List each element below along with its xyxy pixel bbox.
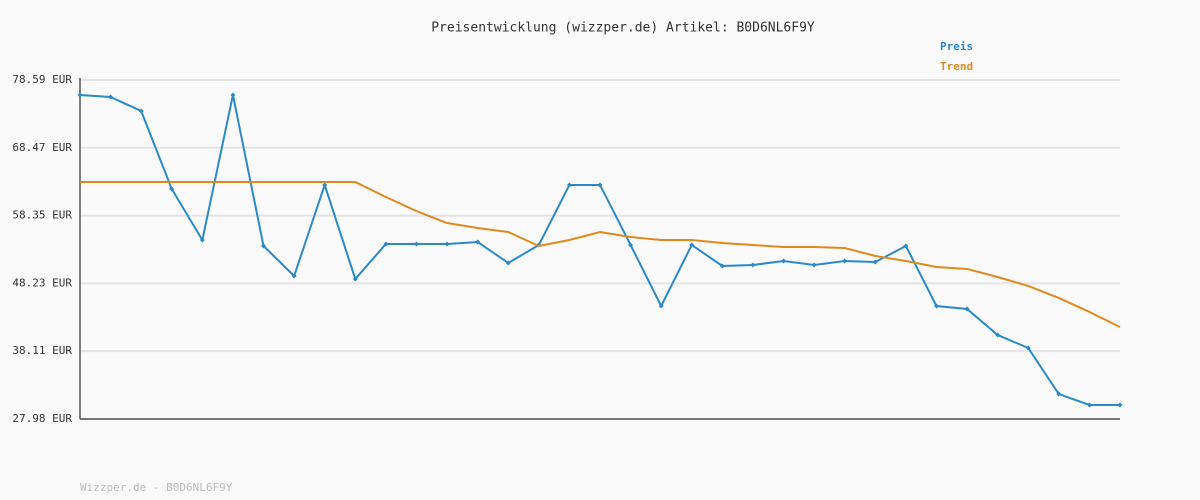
point-marker	[138, 108, 144, 114]
point-marker	[505, 260, 511, 266]
y-tick-label: 48.23 EUR	[12, 276, 72, 289]
y-tick-label: 27.98 EUR	[12, 412, 72, 425]
series-line	[79, 94, 1120, 407]
point-marker	[658, 303, 664, 309]
point-marker	[199, 237, 205, 243]
point-marker	[475, 239, 481, 245]
point-marker	[444, 241, 450, 247]
point-marker	[628, 242, 634, 248]
point-marker	[811, 262, 817, 268]
series-line	[80, 181, 1121, 328]
point-marker	[230, 92, 236, 98]
point-marker	[842, 258, 848, 264]
footer: Wizzper.de - B0D6NL6F9Y	[80, 481, 233, 494]
point-marker	[108, 94, 114, 100]
point-marker	[1117, 402, 1123, 408]
point-marker	[169, 186, 175, 192]
legend-label: Trend	[940, 60, 973, 73]
point-marker	[261, 243, 267, 249]
point-marker	[597, 182, 603, 188]
point-marker	[566, 182, 572, 188]
legend-label: Preis	[940, 40, 973, 53]
point-marker	[750, 262, 756, 268]
point-marker	[1025, 345, 1031, 351]
point-marker	[964, 306, 970, 312]
point-marker	[1086, 402, 1092, 408]
point-marker	[781, 258, 787, 264]
point-marker	[383, 241, 389, 247]
point-marker	[872, 259, 878, 265]
point-marker	[413, 241, 419, 247]
y-tick-label: 78.59 EUR	[12, 73, 72, 86]
y-tick-label: 68.47 EUR	[12, 141, 72, 154]
chart-title: Preisentwicklung (wizzper.de) Artikel: B…	[431, 21, 815, 36]
y-tick-label: 38.11 EUR	[12, 344, 72, 357]
point-marker	[77, 92, 83, 98]
point-marker	[995, 332, 1001, 338]
point-marker	[719, 263, 725, 269]
point-marker	[903, 243, 909, 249]
point-marker	[352, 276, 358, 282]
point-marker	[291, 273, 297, 279]
y-tick-label: 58.35 EUR	[12, 209, 72, 222]
point-marker	[933, 303, 939, 309]
point-marker	[1056, 391, 1062, 397]
point-marker	[322, 182, 328, 188]
point-marker	[689, 242, 695, 248]
